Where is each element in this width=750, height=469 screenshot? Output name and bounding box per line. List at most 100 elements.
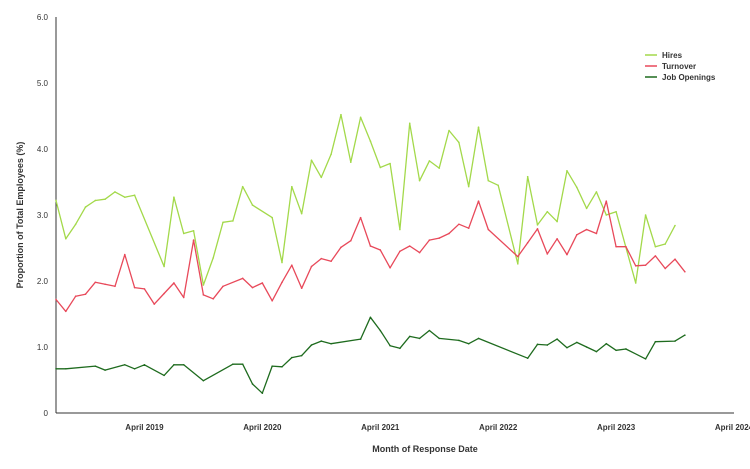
data-point-turnover xyxy=(330,260,332,263)
legend-label-job-openings: Job Openings xyxy=(662,73,716,82)
data-point-hires xyxy=(674,224,676,227)
data-point-hires xyxy=(546,210,549,213)
data-point-turnover xyxy=(212,298,215,300)
data-point-turnover xyxy=(163,292,165,295)
data-point-job-openings xyxy=(566,346,568,349)
data-point-turnover xyxy=(271,300,273,302)
data-point-turnover xyxy=(202,294,205,296)
data-point-hires xyxy=(438,167,441,169)
y-tick-label: 4.0 xyxy=(37,145,49,154)
data-point-hires xyxy=(310,159,313,162)
data-point-turnover xyxy=(359,216,362,219)
data-point-job-openings xyxy=(202,379,205,382)
data-point-job-openings xyxy=(241,363,244,365)
data-point-job-openings xyxy=(359,338,362,340)
data-point-turnover xyxy=(340,246,342,249)
series-line-hires xyxy=(55,114,676,286)
data-point-hires xyxy=(74,223,77,226)
data-point-job-openings xyxy=(163,374,165,377)
data-point-hires xyxy=(605,214,608,216)
data-point-turnover xyxy=(369,245,372,247)
data-point-job-openings xyxy=(556,338,558,340)
data-point-turnover xyxy=(664,267,667,270)
data-point-job-openings xyxy=(458,339,460,342)
data-point-job-openings xyxy=(399,347,401,350)
y-axis-title: Proportion of Total Employees (%) xyxy=(15,142,25,289)
data-point-hires xyxy=(202,284,205,286)
data-point-turnover xyxy=(585,228,588,231)
data-point-hires xyxy=(65,237,67,240)
legend-label-turnover: Turnover xyxy=(662,62,696,71)
series-line-turnover xyxy=(55,200,686,313)
data-point-hires xyxy=(379,166,382,169)
data-point-hires xyxy=(114,191,116,193)
data-point-turnover xyxy=(133,286,136,289)
data-point-turnover xyxy=(595,232,598,235)
data-point-turnover xyxy=(408,245,411,247)
data-point-turnover xyxy=(625,245,627,248)
data-point-job-openings xyxy=(379,329,382,332)
data-point-job-openings xyxy=(261,392,264,395)
data-point-hires xyxy=(182,232,185,235)
data-point-job-openings xyxy=(271,365,273,367)
data-point-job-openings xyxy=(408,335,411,338)
data-point-turnover xyxy=(94,281,97,284)
data-point-hires xyxy=(428,160,431,162)
data-point-hires xyxy=(664,243,667,245)
data-point-hires xyxy=(123,196,126,198)
data-point-turnover xyxy=(566,253,568,256)
data-point-hires xyxy=(585,207,588,210)
data-point-hires xyxy=(595,191,598,193)
data-point-job-openings xyxy=(232,363,234,365)
data-point-job-openings xyxy=(644,358,647,360)
data-point-hires xyxy=(477,126,480,129)
data-point-job-openings xyxy=(575,341,578,344)
data-point-hires xyxy=(526,175,529,178)
data-point-job-openings xyxy=(615,349,617,352)
data-point-hires xyxy=(271,216,273,219)
data-point-job-openings xyxy=(123,364,126,366)
data-point-turnover xyxy=(467,227,470,229)
data-point-turnover xyxy=(487,228,490,231)
data-point-hires xyxy=(487,179,490,182)
data-point-turnover xyxy=(192,239,195,241)
data-point-job-openings xyxy=(281,366,283,368)
data-point-hires xyxy=(84,206,87,208)
data-point-turnover xyxy=(123,253,126,256)
data-point-hires xyxy=(222,221,224,224)
data-point-turnover xyxy=(182,296,185,299)
data-point-hires xyxy=(300,212,303,215)
data-point-hires xyxy=(241,185,244,188)
series-line-job-openings xyxy=(56,316,686,394)
data-point-job-openings xyxy=(477,337,480,340)
data-point-turnover xyxy=(74,295,77,297)
y-tick-label: 5.0 xyxy=(37,79,49,88)
data-point-turnover xyxy=(536,228,539,230)
data-point-job-openings xyxy=(605,342,608,345)
data-point-turnover xyxy=(389,267,391,269)
data-point-turnover xyxy=(84,293,87,296)
data-point-hires xyxy=(251,204,254,206)
data-point-hires xyxy=(359,116,362,119)
data-point-hires xyxy=(212,257,215,259)
x-tick-label: April 2022 xyxy=(479,423,518,432)
data-point-job-openings xyxy=(133,367,136,370)
data-point-hires xyxy=(340,113,342,116)
data-point-hires xyxy=(575,186,578,189)
data-point-turnover xyxy=(634,265,637,267)
data-point-job-openings xyxy=(438,337,441,340)
y-tick-label: 1.0 xyxy=(37,343,49,352)
data-point-job-openings xyxy=(467,342,470,345)
data-point-turnover xyxy=(556,237,558,240)
data-point-hires xyxy=(517,263,519,265)
data-point-hires xyxy=(448,129,450,132)
data-point-job-openings xyxy=(526,357,529,360)
data-point-hires xyxy=(556,220,558,223)
data-point-turnover xyxy=(281,281,283,284)
data-point-job-openings xyxy=(300,354,303,357)
data-point-turnover xyxy=(320,257,323,260)
data-point-hires xyxy=(94,199,97,202)
data-point-turnover xyxy=(684,270,686,273)
data-point-hires xyxy=(133,194,136,196)
